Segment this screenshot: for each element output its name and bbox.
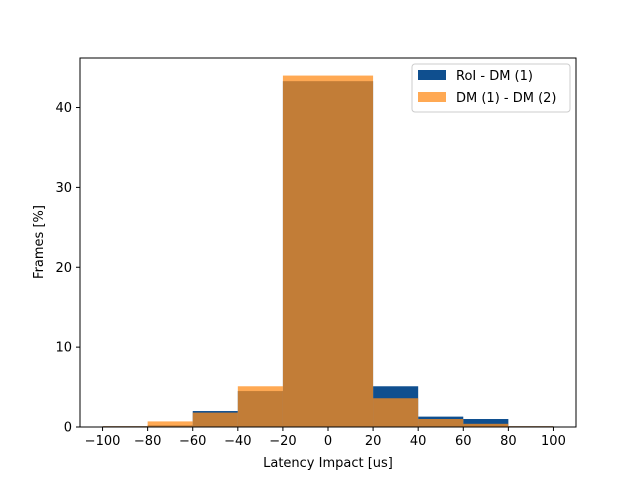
- x-tick-label: 100: [541, 434, 566, 449]
- x-tick-label: 20: [365, 434, 382, 449]
- histogram-bar-series-0-bin-7: [463, 419, 509, 427]
- legend-frame: [411, 63, 571, 113]
- x-tick-label: −80: [134, 434, 161, 449]
- y-tick-label: 0: [64, 421, 72, 436]
- y-tick-label: 20: [55, 261, 72, 276]
- x-tick-label: 60: [455, 434, 472, 449]
- legend: RoI - DM (1) DM (1) - DM (2): [411, 63, 571, 113]
- histogram-bar-series-1-bin-1: [147, 421, 193, 427]
- y-tick-label: 10: [55, 341, 72, 356]
- axis-ticks: −100 −80 −60 −40 −20 0 20 40 60 80 100 0 10 20 30 40: [55, 101, 565, 449]
- bars-layer: [102, 75, 554, 427]
- histogram-bar-series-1-bin-3: [237, 386, 283, 427]
- y-tick-label: 40: [55, 101, 72, 116]
- histogram-bar-series-1-bin-4: [282, 75, 374, 427]
- y-tick-label: 30: [55, 181, 72, 196]
- histogram-bar-series-1-bin-6: [418, 419, 464, 427]
- legend-label-roi-dm1: RoI - DM (1): [456, 69, 533, 84]
- x-axis-label: Latency Impact [us]: [263, 456, 393, 471]
- legend-swatch-roi-dm1: [418, 70, 446, 80]
- histogram-bar-series-1-bin-7: [463, 423, 509, 427]
- y-axis-label: Frames [%]: [32, 205, 47, 279]
- histogram-bar-series-1-bin-5: [373, 398, 419, 427]
- legend-label-dm1-dm2: DM (1) - DM (2): [456, 91, 557, 106]
- x-tick-label: −20: [269, 434, 296, 449]
- histogram-bar-series-1-bin-2: [192, 412, 238, 427]
- x-tick-label: 0: [324, 434, 332, 449]
- legend-swatch-dm1-dm2: [418, 92, 446, 102]
- x-tick-label: 80: [500, 434, 517, 449]
- x-tick-label: −60: [179, 434, 206, 449]
- x-tick-label: 40: [410, 434, 427, 449]
- x-tick-label: −100: [85, 434, 121, 449]
- x-tick-label: −40: [224, 434, 251, 449]
